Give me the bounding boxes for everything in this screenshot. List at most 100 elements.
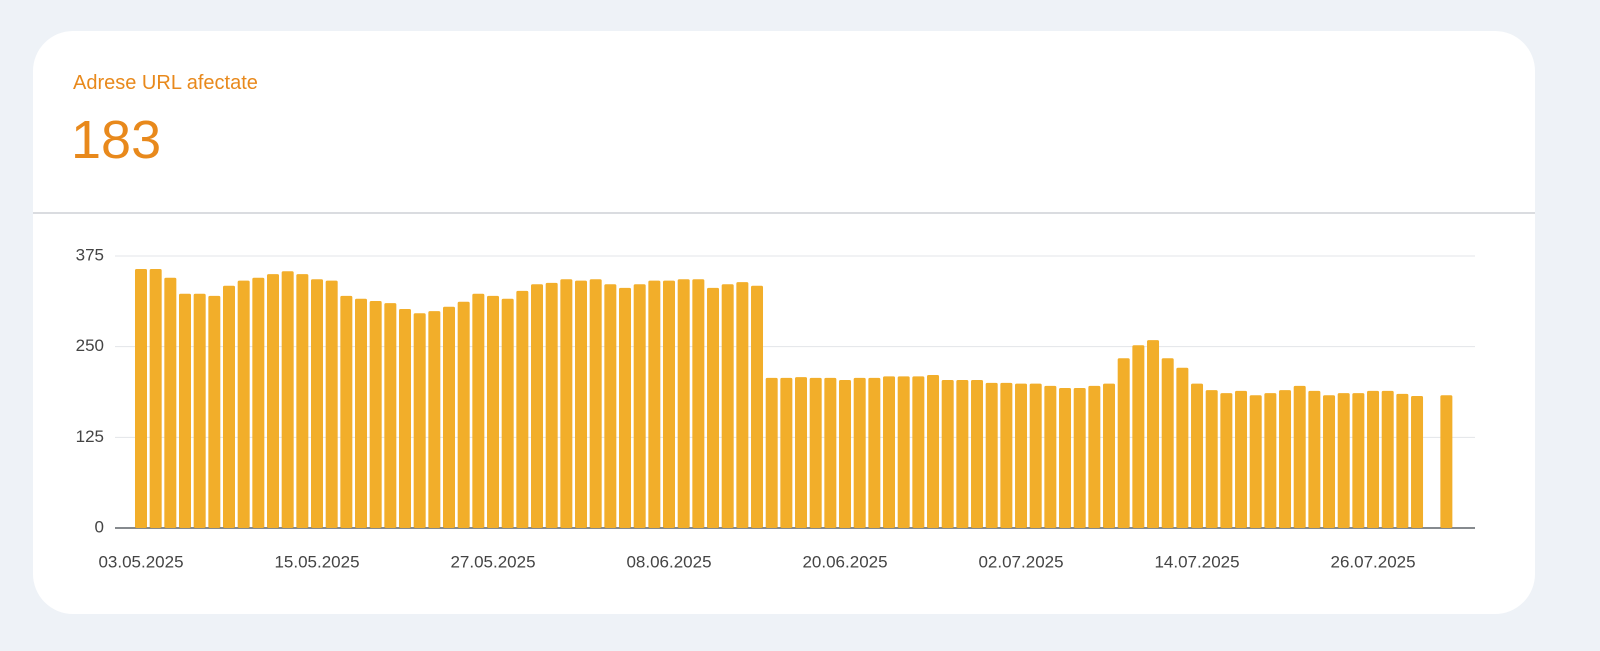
bar: [369, 300, 382, 528]
bar: [135, 269, 148, 528]
bar: [853, 377, 866, 528]
bar: [1337, 393, 1350, 528]
bar: [516, 290, 529, 528]
y-tick-label: 125: [76, 427, 104, 446]
bar: [296, 274, 309, 528]
bar: [795, 377, 808, 528]
bar: [663, 280, 676, 528]
bar: [765, 377, 778, 528]
bar: [809, 377, 822, 528]
bar: [589, 279, 602, 528]
x-tick-label: 15.05.2025: [274, 552, 359, 571]
bar: [1132, 345, 1145, 528]
bar: [457, 301, 470, 528]
bar: [355, 298, 368, 528]
bar: [1103, 383, 1116, 528]
bar: [252, 277, 265, 528]
bar: [1191, 383, 1204, 528]
x-tick-label: 20.06.2025: [802, 552, 887, 571]
bar: [1000, 382, 1013, 528]
bar: [1147, 340, 1160, 528]
bar: [472, 293, 485, 528]
bar: [721, 284, 734, 528]
bar: [428, 311, 441, 528]
bar: [1264, 393, 1277, 528]
bar: [325, 280, 338, 528]
bar: [648, 280, 661, 528]
bar: [1015, 383, 1028, 528]
bar: [824, 377, 837, 528]
bar: [179, 293, 192, 528]
bar: [1117, 358, 1130, 528]
bar: [692, 279, 705, 528]
bar: [619, 287, 632, 528]
bar: [1323, 395, 1336, 528]
bar: [311, 279, 324, 528]
bar: [1073, 388, 1086, 528]
bar: [839, 380, 852, 528]
bar: [164, 277, 177, 528]
bar: [1367, 390, 1380, 528]
x-tick-label: 26.07.2025: [1330, 552, 1415, 571]
bar: [1381, 390, 1394, 528]
bar: [413, 313, 426, 528]
divider: [33, 212, 1535, 214]
bar: [208, 295, 221, 528]
bar: [560, 279, 573, 528]
y-tick-label: 375: [76, 245, 104, 264]
bar: [1220, 393, 1233, 528]
bar: [897, 376, 910, 528]
bar: [677, 279, 690, 528]
bar: [1205, 390, 1218, 528]
bar: [1029, 383, 1042, 528]
metric-label: Adrese URL afectate: [73, 72, 258, 94]
bar: [985, 382, 998, 528]
bar: [545, 282, 558, 528]
bar: [443, 306, 456, 528]
bar: [707, 287, 720, 528]
bar: [399, 308, 412, 528]
x-tick-label: 08.06.2025: [626, 552, 711, 571]
bar: [384, 303, 397, 528]
bar: [927, 374, 940, 528]
x-tick-label: 27.05.2025: [450, 552, 535, 571]
bar: [1088, 385, 1101, 528]
bar: [633, 284, 646, 528]
bar: [501, 298, 514, 528]
bar: [531, 284, 544, 528]
bar: [1293, 385, 1306, 528]
bar: [1176, 367, 1189, 528]
y-tick-label: 0: [95, 517, 104, 536]
bar: [1440, 395, 1453, 528]
x-tick-label: 14.07.2025: [1154, 552, 1239, 571]
bar: [1059, 388, 1072, 528]
bar: [193, 293, 206, 528]
bar: [1411, 395, 1424, 528]
bar: [1235, 390, 1248, 528]
bar: [1249, 395, 1262, 528]
metric-value: 183: [71, 110, 162, 170]
bar: [1161, 358, 1174, 528]
bar: [1279, 390, 1292, 528]
bar: [736, 282, 749, 528]
bar: [956, 380, 969, 528]
bar: [267, 274, 280, 528]
bar: [1396, 393, 1409, 528]
y-tick-label: 250: [76, 336, 104, 355]
bar: [340, 295, 353, 528]
bar: [941, 380, 954, 528]
bar: [487, 295, 500, 528]
bar: [868, 377, 881, 528]
bar: [971, 380, 984, 528]
bar: [604, 284, 617, 528]
bar: [1044, 385, 1057, 528]
bar: [281, 271, 294, 528]
bar: [223, 285, 236, 528]
bar: [237, 280, 250, 528]
bar: [912, 376, 925, 528]
bar: [751, 285, 764, 528]
x-tick-label: 02.07.2025: [978, 552, 1063, 571]
bar: [780, 377, 793, 528]
